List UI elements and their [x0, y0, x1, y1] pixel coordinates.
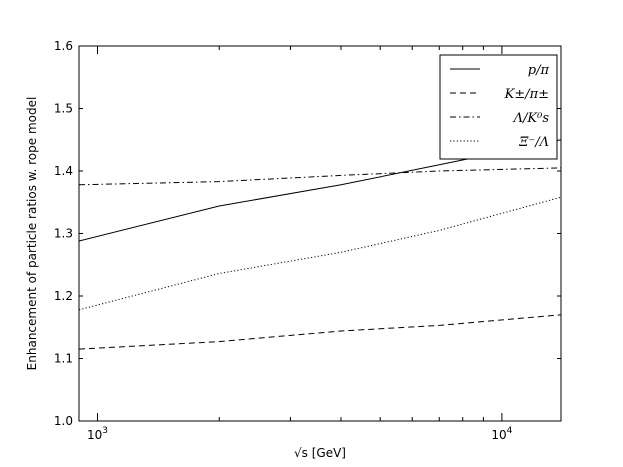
legend: p/π K±/π± Λ/K⁰s Ξ⁻/Λ	[439, 54, 558, 160]
x-tick-label: 104	[491, 426, 512, 442]
y-tick-label: 1.3	[54, 227, 73, 241]
series-layer	[79, 139, 561, 350]
legend-label: Λ/K⁰s	[513, 111, 550, 126]
x-axis-label: √s [GeV]	[294, 446, 346, 460]
y-tick-label: 1.4	[54, 164, 73, 178]
x-tick-label: 103	[87, 426, 108, 442]
legend-box	[439, 54, 558, 160]
y-tick-label: 1.5	[54, 102, 73, 116]
ticks-layer: 1.0 1.1 1.2 1.3 1.4 1.5 1.6 103 104	[54, 39, 561, 442]
series-line-4	[79, 196, 561, 311]
y-tick-label: 1.0	[54, 414, 73, 428]
y-tick-label: 1.1	[54, 352, 73, 366]
y-tick-label: 1.6	[54, 39, 73, 53]
legend-label: K±/π±	[504, 87, 549, 102]
legend-label: Ξ⁻/Λ	[518, 135, 549, 150]
series-line-3	[79, 167, 561, 186]
legend-label: p/π	[528, 63, 550, 78]
y-tick-label: 1.2	[54, 289, 73, 303]
y-axis-label: Enhancement of particle ratios w. rope m…	[25, 97, 39, 371]
series-line-2	[79, 314, 561, 350]
